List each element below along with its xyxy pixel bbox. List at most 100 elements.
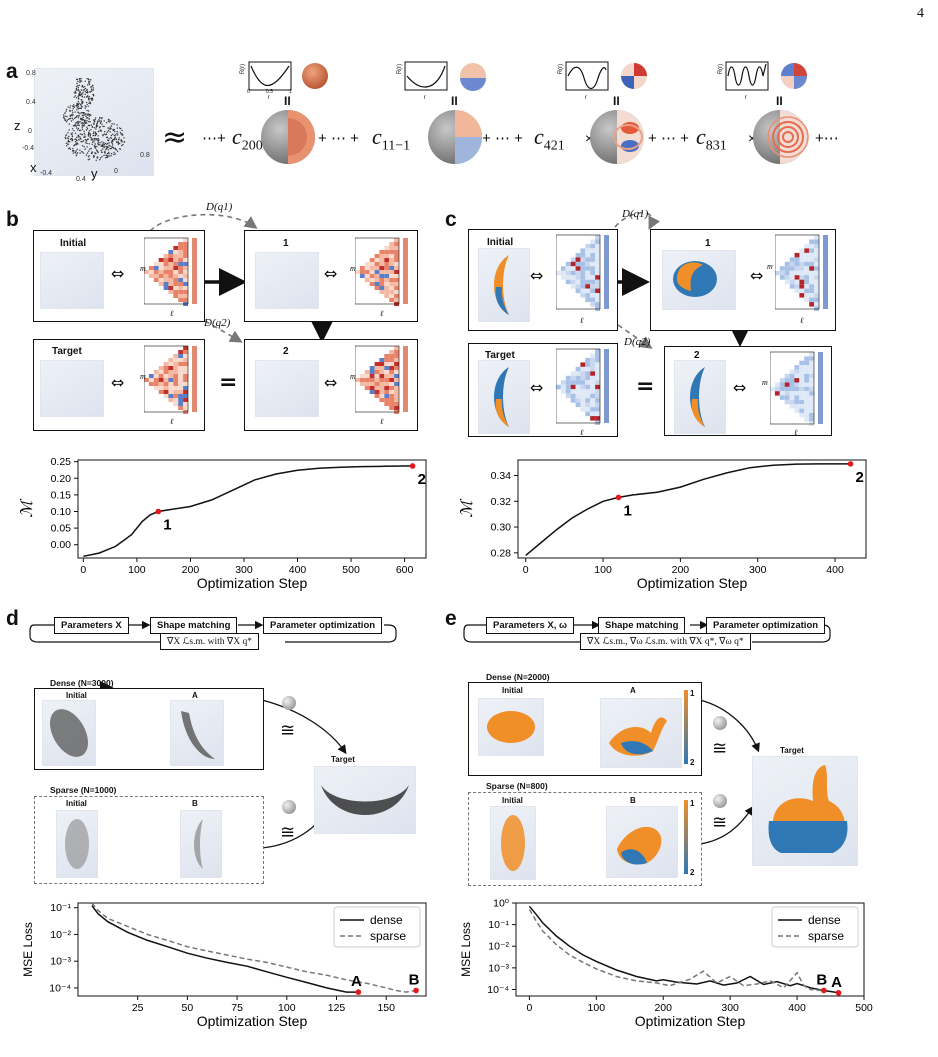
x-tick-label: 100: [588, 1002, 606, 1014]
heatmap-cell: [789, 257, 795, 262]
heatmap-cell: [394, 262, 399, 266]
point: [77, 124, 79, 126]
heatmap-cell: [595, 248, 600, 253]
heatmap-cell: [590, 362, 596, 367]
heatmap-cell: [173, 390, 179, 394]
point: [86, 78, 88, 80]
heatmap-cell: [173, 262, 179, 266]
heatmap-cell: [374, 366, 380, 370]
times: ×: [585, 130, 594, 146]
flow-gradient: ∇X ℒs.m., ∇ω ℒs.m. with ∇X q*, ∇ω q*: [580, 633, 751, 650]
heatmap-cell: [794, 373, 800, 379]
heatmap-cell: [799, 360, 805, 366]
heatmap-cell: [364, 278, 370, 282]
point: [84, 87, 87, 90]
heatmap-cell: [384, 290, 390, 294]
point: [75, 97, 78, 99]
heatmap-cell: [389, 398, 395, 402]
point: [81, 122, 84, 124]
heatmap-cell: [580, 371, 586, 376]
point: [103, 133, 106, 135]
marker-point: [835, 990, 842, 996]
heatmap-cell: [153, 370, 159, 374]
x-tick-label: 125: [328, 1002, 346, 1014]
heatmap-cell: [183, 294, 188, 298]
heatmap-cell: [178, 290, 184, 294]
heatmap-cell: [178, 298, 184, 302]
heatmap-cell: [794, 270, 800, 276]
plus: +: [217, 130, 226, 147]
heatmap-cell: [178, 242, 184, 246]
point: [77, 95, 79, 98]
point: [92, 139, 94, 141]
heatmap-cell: [178, 350, 184, 354]
heatmap-cell: [595, 389, 600, 394]
heatmap-cell: [168, 390, 174, 394]
chart-frame: [77, 902, 427, 997]
sphere-200: [261, 110, 315, 164]
heatmap-cell: [580, 398, 586, 403]
heatmap-cell: [163, 386, 169, 390]
heatmap-cell: [580, 275, 586, 280]
point: [76, 85, 78, 88]
heatmap-cell: [173, 278, 179, 282]
cong-symbol: ≅: [712, 812, 728, 833]
heatmap-cell: [590, 284, 596, 289]
colorbar-tick: 1: [690, 689, 695, 698]
dense-title: Dense (N=3000): [50, 678, 114, 688]
heatmap-cell: [364, 270, 370, 274]
point: [68, 135, 70, 138]
heatmap-cell: [809, 261, 815, 267]
heatmap-cell: [148, 382, 154, 386]
axis-tick: 0: [28, 128, 32, 135]
point: [92, 89, 94, 91]
point: [63, 117, 65, 119]
heatmap-cell: [799, 266, 805, 271]
heatmap-cell: [580, 284, 586, 289]
coefficient-c200: c200: [232, 124, 263, 154]
heatmap-cell: [183, 246, 188, 250]
point: [65, 142, 68, 144]
y-tick-label: 10⁻¹: [50, 902, 71, 914]
heatmap-ylabel: m: [140, 264, 146, 273]
point: [94, 134, 97, 137]
heatmap-cell: [774, 382, 780, 387]
point: [81, 105, 83, 107]
point: [82, 118, 84, 121]
heatmap-cell: [804, 386, 810, 392]
point: [81, 96, 83, 98]
flow-gradient: ∇X ℒs.m. with ∇X q*: [160, 633, 259, 650]
heatmap-cell: [794, 365, 800, 370]
label-2: 2: [283, 346, 289, 357]
point: [90, 124, 93, 126]
heatmap-cell: [379, 258, 385, 262]
label-target: Target: [331, 755, 355, 764]
heatmap-cell: [590, 353, 596, 358]
heatmap-cell: [389, 262, 395, 266]
bunny-target: [40, 360, 104, 417]
label-target: Target: [485, 350, 515, 361]
point: [102, 143, 105, 145]
point: [92, 84, 94, 87]
heatmap-cell: [585, 402, 591, 408]
heatmap-cell: [809, 239, 815, 244]
heatmap-cell: [799, 284, 805, 289]
heatmap-cell: [178, 366, 184, 370]
marker-point: [155, 508, 162, 515]
sphere-831: [753, 110, 809, 164]
heatmap-cell: [809, 248, 815, 253]
heatmap-cell: [384, 358, 390, 362]
heatmap-cell: [394, 258, 399, 262]
heatmap-cell: [799, 261, 805, 267]
heatmap-colorbar: [818, 352, 823, 424]
heatmap-cell: [163, 374, 169, 378]
point: [81, 85, 83, 88]
label-1: 1: [283, 238, 289, 249]
point: [105, 157, 107, 159]
heatmap-cell: [389, 282, 395, 286]
point: [91, 141, 94, 143]
heatmap-cell: [789, 382, 795, 387]
colorbar: [684, 690, 688, 764]
heatmap-cell: [595, 384, 600, 390]
heatmap-cell: [799, 395, 805, 400]
